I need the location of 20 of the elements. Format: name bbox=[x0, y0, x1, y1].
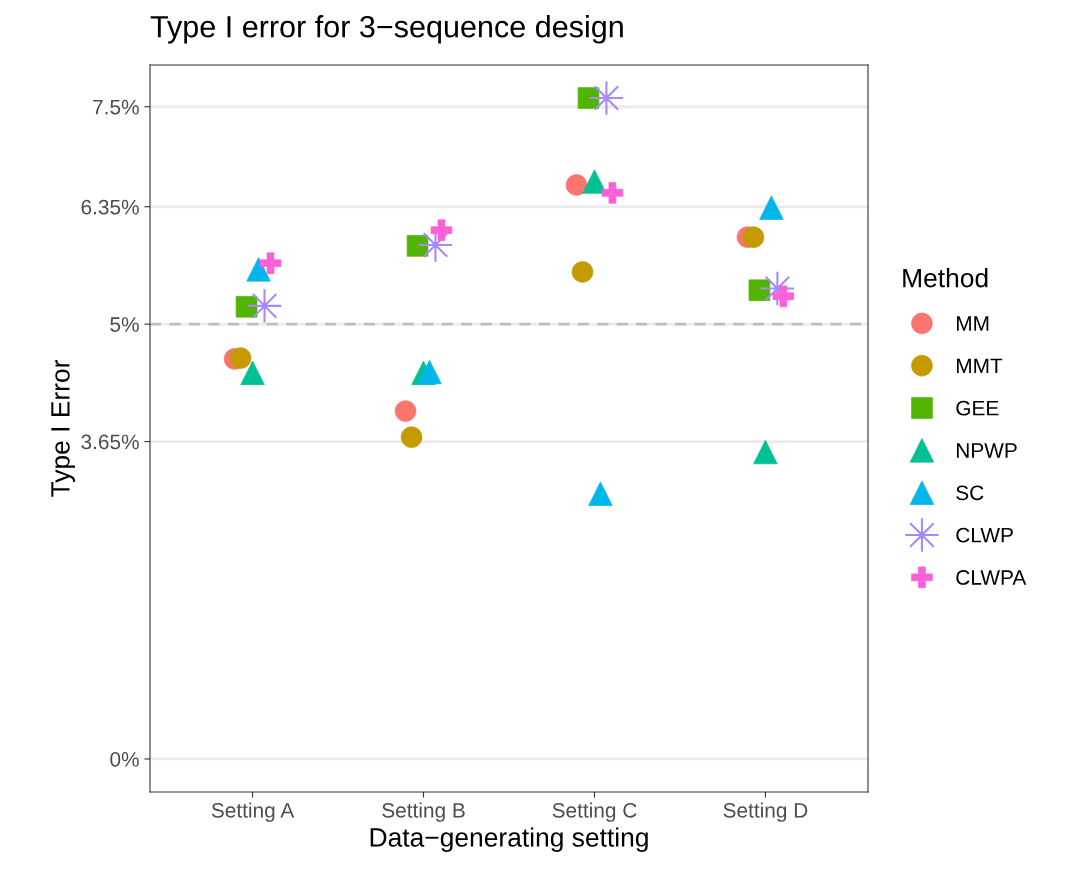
legend-label: NPWP bbox=[956, 443, 1017, 458]
y-tick-label: 5% bbox=[110, 317, 139, 332]
chart-title: Type I error for 3−sequence design bbox=[150, 15, 623, 44]
y-tick-label: 6.35% bbox=[81, 199, 139, 215]
y-tick-label: 7.5% bbox=[93, 99, 139, 115]
y-tick-label: 0% bbox=[110, 751, 139, 767]
legend-label: SC bbox=[956, 485, 984, 501]
legend-label: GEE bbox=[956, 400, 999, 416]
legend-label: MMT bbox=[956, 358, 1003, 373]
legend-title: Method bbox=[903, 268, 988, 288]
y-tick-label: 3.65% bbox=[81, 434, 139, 450]
legend-label: MM bbox=[956, 316, 989, 331]
x-tick-label: Setting D bbox=[723, 802, 808, 822]
legend-label: CLWPA bbox=[956, 570, 1027, 585]
x-tick-label: Setting B bbox=[382, 802, 465, 822]
x-tick-label: Setting A bbox=[211, 802, 295, 822]
x-tick-label: Setting C bbox=[552, 802, 637, 822]
y-axis-title: Type I Error bbox=[51, 360, 75, 497]
legend-label: CLWP bbox=[956, 527, 1013, 543]
x-axis-title: Data−generating setting bbox=[370, 827, 648, 852]
